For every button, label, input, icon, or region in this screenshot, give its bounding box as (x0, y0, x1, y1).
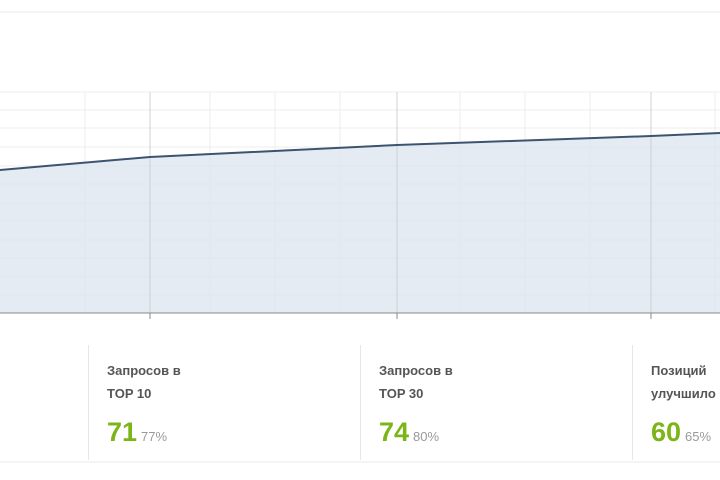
stat-panel: Запросов в TOP 10 71 77% (88, 345, 361, 460)
stat-title: Позиций (651, 363, 707, 378)
x-ticks (149, 313, 652, 319)
stat-value-row: 74 80% (379, 417, 439, 448)
stat-panel: Запросов в TOP 30 74 80% (360, 345, 633, 460)
stat-percent: 65% (685, 429, 712, 444)
stat-panel: Позиций улучшило 60 65% (632, 345, 720, 460)
stat-value: 60 (651, 417, 682, 447)
stat-value: 71 (107, 417, 138, 447)
stat-title: Запросов в (107, 363, 181, 378)
area (0, 133, 720, 313)
major-grid (149, 92, 652, 313)
stat-title: улучшило (651, 386, 716, 401)
stat-value-row: 71 77% (107, 417, 167, 448)
stat-percent: 77% (141, 429, 168, 444)
stat-value-row: 60 65% (651, 417, 711, 448)
stat-title: Запросов в (379, 363, 453, 378)
stat-value: 74 (379, 417, 410, 447)
stat-title: TOP 10 (107, 386, 152, 401)
stat-percent: 80% (413, 429, 440, 444)
trend-line (0, 132, 720, 171)
stat-title: TOP 30 (379, 386, 424, 401)
